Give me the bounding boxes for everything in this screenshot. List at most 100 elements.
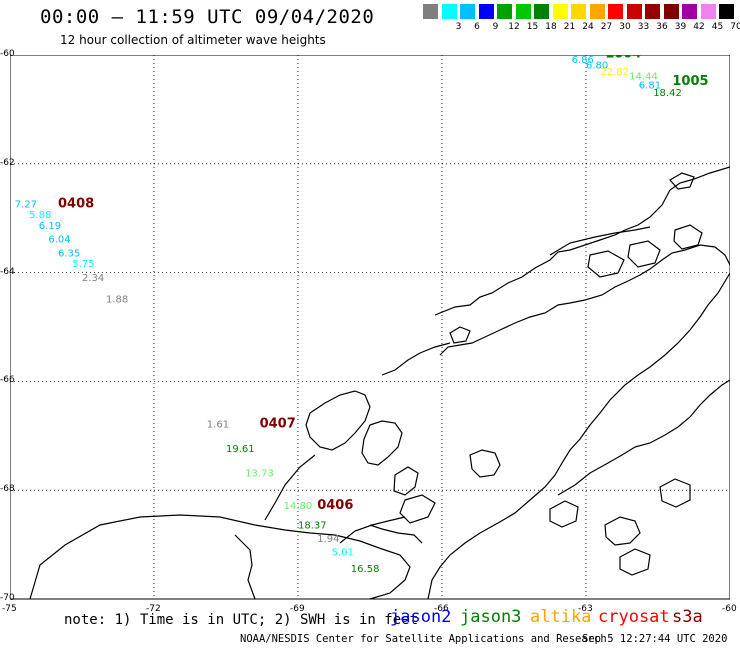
peninsula-coast bbox=[427, 166, 730, 600]
coast-segment bbox=[339, 516, 406, 544]
legend-label: 12 bbox=[508, 22, 520, 32]
island bbox=[673, 224, 703, 250]
latitude-tick-label: -60 bbox=[0, 49, 15, 59]
legend-swatch bbox=[608, 4, 623, 19]
legend-label: 27 bbox=[600, 22, 613, 32]
map-title: 00:00 – 11:59 UTC 09/04/2020 bbox=[40, 6, 375, 28]
legend-swatch bbox=[423, 4, 438, 19]
graticule bbox=[10, 55, 730, 599]
island bbox=[449, 326, 471, 344]
legend-label: 18 bbox=[545, 22, 557, 32]
legend-label: 3 bbox=[455, 22, 462, 32]
wave-height-value: 18.37 bbox=[298, 520, 327, 531]
latitude-tick-label: -62 bbox=[0, 157, 15, 168]
wave-height-value: 5.75 bbox=[72, 259, 94, 270]
island bbox=[669, 172, 695, 190]
wave-height-value: 6.80 bbox=[586, 61, 608, 72]
east-coast bbox=[557, 379, 730, 496]
legend-label: 30 bbox=[619, 22, 631, 32]
wave-height-value: 6.81 bbox=[639, 81, 661, 92]
west-coast-inner bbox=[439, 244, 730, 356]
wave-height-value: 16.58 bbox=[351, 564, 380, 575]
legend-label: 45 bbox=[711, 22, 724, 32]
wave-height-value: 7.95 bbox=[557, 55, 579, 58]
legend-label: 42 bbox=[693, 22, 705, 32]
observation-labels: 7.956.866.8022.8214.446.8118.427.275.886… bbox=[15, 55, 682, 575]
legend-swatch bbox=[589, 4, 605, 19]
legend-label: 21 bbox=[563, 22, 576, 32]
wave-height-value: 14.80 bbox=[284, 501, 313, 512]
longitude-tick-label: -63 bbox=[578, 604, 593, 614]
legend-swatch bbox=[515, 4, 531, 19]
legend-swatch bbox=[626, 4, 642, 19]
alexander-island bbox=[29, 514, 411, 600]
island bbox=[604, 516, 641, 546]
pass-id-label: 0407 bbox=[260, 417, 296, 432]
wave-height-value: 5.88 bbox=[29, 210, 51, 221]
legend-label: 9 bbox=[492, 22, 499, 32]
satellite-jason3: jason3 bbox=[460, 607, 522, 627]
legend-unit: (ft) bbox=[736, 22, 740, 32]
legend-swatch bbox=[719, 4, 734, 19]
legend-swatch bbox=[663, 4, 679, 19]
units-note: note: 1) Time is in UTC; 2) SWH is in fe… bbox=[64, 612, 419, 628]
legend-swatch bbox=[645, 4, 660, 19]
wave-height-value: 22.82 bbox=[600, 67, 629, 78]
wave-height-value: 6.19 bbox=[39, 221, 61, 232]
satellite-cryosat: cryosat bbox=[598, 607, 670, 627]
coastline bbox=[29, 166, 730, 600]
longitude-tick-label: -69 bbox=[290, 604, 305, 614]
wave-height-value: 6.04 bbox=[48, 235, 70, 246]
legend-label: 6 bbox=[474, 22, 480, 32]
pass-id-label: 1005 bbox=[672, 74, 708, 89]
pass-id-label: 0406 bbox=[317, 498, 353, 513]
wave-height-value: 6.86 bbox=[572, 55, 594, 66]
wave-height-value: 2.34 bbox=[82, 273, 104, 284]
latitude-tick-label: -64 bbox=[0, 266, 15, 277]
satellite-jason2: jason2 bbox=[390, 607, 452, 627]
credit-line: NOAA/NESDIS Center for Satellite Applica… bbox=[240, 633, 607, 645]
wave-height-value: 5.01 bbox=[332, 547, 354, 558]
wave-height-value: 1.94 bbox=[317, 534, 339, 545]
coast-segment bbox=[381, 342, 451, 376]
generated-timestamp: Sep 5 12:27:44 UTC 2020 bbox=[582, 633, 728, 645]
pass-id-label: 0408 bbox=[58, 196, 94, 211]
legend-swatch bbox=[534, 4, 549, 19]
wave-height-value: 18.42 bbox=[653, 88, 682, 99]
wave-height-value: 13.73 bbox=[245, 469, 274, 480]
satellite-s3a: s3a bbox=[672, 607, 703, 627]
legend-swatch bbox=[497, 4, 512, 19]
legend-label: 15 bbox=[526, 22, 539, 32]
longitude-tick-label: -72 bbox=[146, 604, 161, 614]
island bbox=[549, 500, 579, 528]
pass-labels: 1004 1005 0408 0407 0406 bbox=[58, 55, 709, 513]
wave-height-value: 14.44 bbox=[629, 71, 658, 82]
bransfield-coast bbox=[549, 226, 651, 256]
legend-label: 36 bbox=[656, 22, 668, 32]
wave-height-value: 7.27 bbox=[15, 199, 37, 210]
wave-height-value: 19.61 bbox=[226, 444, 255, 455]
wave-height-value: 1.88 bbox=[106, 295, 128, 306]
island bbox=[587, 250, 625, 278]
legend-label: 39 bbox=[674, 22, 687, 32]
latitude-tick-label: -70 bbox=[0, 593, 15, 603]
island bbox=[399, 494, 436, 524]
island bbox=[393, 466, 419, 496]
island bbox=[659, 478, 691, 508]
coast-segment bbox=[369, 524, 423, 544]
island bbox=[469, 449, 501, 478]
latitude-tick-label: -68 bbox=[0, 484, 15, 495]
legend-swatch bbox=[682, 4, 697, 19]
legend-swatch bbox=[460, 4, 475, 19]
pass-id-label: 1004 bbox=[605, 55, 641, 62]
legend-label: 24 bbox=[582, 22, 594, 32]
longitude-tick-label: -60 bbox=[722, 604, 737, 614]
legend-swatch bbox=[478, 4, 494, 19]
coast-segment bbox=[234, 534, 256, 600]
legend-swatch bbox=[552, 4, 568, 19]
island bbox=[361, 420, 403, 466]
island bbox=[627, 240, 661, 268]
longitude-tick-label: -75 bbox=[2, 604, 17, 614]
latitude-tick-label: -66 bbox=[0, 375, 15, 386]
wave-height-value: 6.35 bbox=[58, 248, 80, 259]
